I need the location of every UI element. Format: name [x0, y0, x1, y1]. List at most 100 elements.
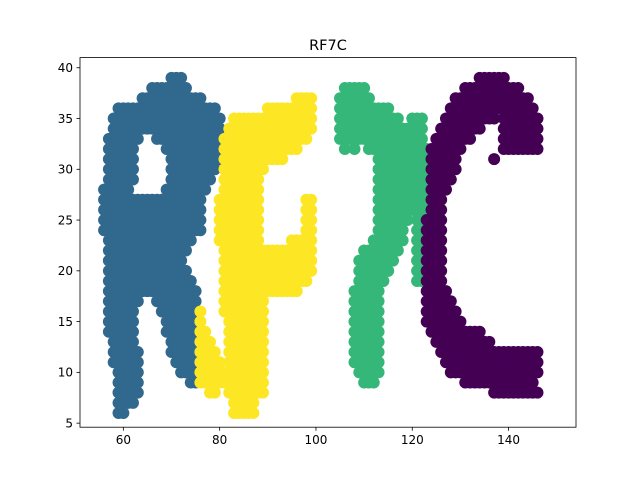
scatter-point — [435, 254, 448, 267]
scatter-point — [194, 224, 207, 237]
scatter-point — [208, 386, 221, 399]
scatter-point — [372, 325, 385, 338]
scatter-point — [396, 234, 409, 247]
scatter-point — [194, 193, 207, 206]
scatter-point — [435, 214, 448, 227]
y-tick-label: 15 — [58, 315, 73, 329]
x-tick-label: 80 — [212, 433, 227, 447]
scatter-point — [439, 285, 452, 298]
y-tick-label: 5 — [65, 416, 73, 430]
x-axis: 60 80 100 120 140 — [116, 427, 520, 447]
y-axis: 5 10 15 20 25 30 35 40 — [58, 61, 80, 430]
series-4-points — [420, 71, 544, 399]
scatter-point — [531, 142, 544, 155]
scatter-point — [252, 193, 265, 206]
scatter-point — [256, 295, 269, 308]
scatter-point — [377, 274, 390, 287]
scatter-point — [415, 132, 428, 145]
scatter-point — [531, 356, 544, 369]
scatter-point — [396, 224, 409, 237]
scatter-point — [367, 376, 380, 389]
scatter-point — [444, 295, 457, 308]
scatter-point — [305, 112, 318, 125]
scatter-point — [131, 346, 144, 359]
scatter-point — [256, 356, 269, 369]
scatter-point — [184, 274, 197, 287]
scatter-point — [175, 254, 188, 267]
scatter-point — [464, 132, 477, 145]
plot-area-frame — [79, 57, 577, 428]
scatter-point — [194, 92, 207, 105]
scatter-point — [305, 224, 318, 237]
scatter-point — [531, 386, 544, 399]
points-layer — [98, 71, 544, 419]
scatter-point — [131, 132, 144, 145]
scatter-point — [435, 224, 448, 237]
scatter-point — [435, 264, 448, 277]
scatter-point — [497, 71, 510, 84]
scatter-point — [305, 244, 318, 257]
scatter-point — [189, 285, 202, 298]
scatter-point — [382, 102, 395, 115]
scatter-point — [126, 335, 139, 348]
scatter-point — [126, 315, 139, 328]
scatter-point — [184, 234, 197, 247]
scatter-point — [372, 335, 385, 348]
scatter-point — [189, 295, 202, 308]
scatter-point — [208, 346, 221, 359]
x-tick-label: 120 — [401, 433, 424, 447]
scatter-point — [256, 163, 269, 176]
scatter-point — [256, 366, 269, 379]
scatter-point — [194, 203, 207, 216]
chart-title: RF7C — [309, 38, 347, 54]
scatter-point — [387, 254, 400, 267]
scatter-point — [454, 142, 467, 155]
scatter-point — [415, 112, 428, 125]
scatter-point — [256, 325, 269, 338]
scatter-point — [531, 122, 544, 135]
scatter-point — [488, 112, 501, 125]
scatter-point — [531, 366, 544, 379]
scatter-point — [512, 82, 525, 95]
scatter-point — [372, 346, 385, 359]
scatter-point — [372, 315, 385, 328]
scatter-point — [372, 356, 385, 369]
scatter-point — [526, 102, 539, 115]
scatter-point — [252, 183, 265, 196]
scatter-point — [276, 153, 289, 166]
scatter-point — [483, 335, 496, 348]
scatter-point — [208, 163, 221, 176]
scatter-point — [252, 234, 265, 247]
y-tick-label: 20 — [58, 264, 73, 278]
scatter-point — [179, 244, 192, 257]
scatter-point — [348, 142, 361, 155]
scatter-point — [391, 244, 404, 257]
scatter-point — [305, 234, 318, 247]
scatter-point — [305, 102, 318, 115]
scatter-point — [439, 183, 452, 196]
y-tick-label: 25 — [58, 213, 73, 227]
scatter-point — [435, 234, 448, 247]
scatter-point — [252, 203, 265, 216]
scatter-point — [194, 315, 207, 328]
scatter-point — [126, 305, 139, 318]
scatter-point — [126, 396, 139, 409]
x-tick-label: 140 — [497, 433, 520, 447]
scatter-point — [213, 112, 226, 125]
scatter-point — [213, 122, 226, 135]
scatter-point — [305, 193, 318, 206]
scatter-point — [204, 335, 217, 348]
scatter-point — [256, 376, 269, 389]
scatter-point — [131, 356, 144, 369]
scatter-point — [131, 376, 144, 389]
scatter-point — [444, 173, 457, 186]
scatter-point — [401, 214, 414, 227]
scatter-point — [131, 386, 144, 399]
scatter-point — [305, 214, 318, 227]
scatter-point — [179, 82, 192, 95]
scatter-point — [372, 366, 385, 379]
y-tick-label: 30 — [58, 163, 73, 177]
scatter-point — [256, 315, 269, 328]
